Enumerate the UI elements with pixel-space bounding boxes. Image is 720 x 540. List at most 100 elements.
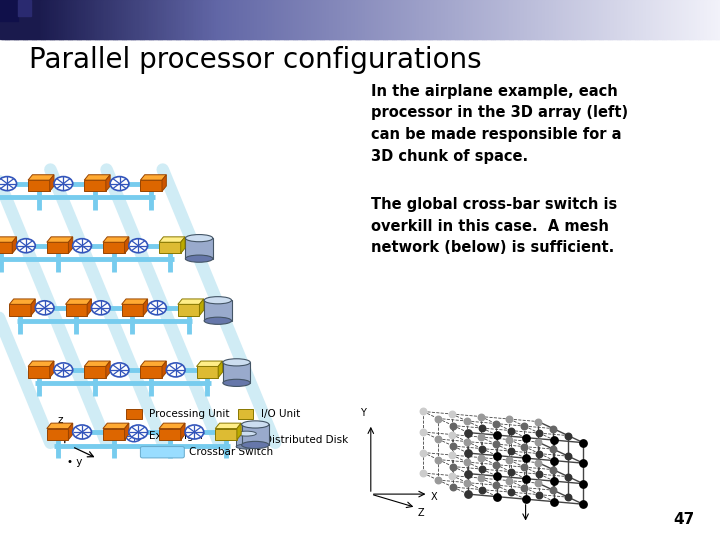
Bar [618, 0, 621, 39]
Bar [89, 0, 91, 39]
Bar [179, 0, 181, 39]
Bar [693, 0, 696, 39]
Point [520, 495, 531, 503]
Point [577, 459, 589, 468]
Bar [389, 0, 392, 39]
Bar [551, 0, 554, 39]
Ellipse shape [223, 359, 251, 366]
Bar [594, 0, 598, 39]
Polygon shape [159, 237, 185, 242]
Text: In the airplane example, each
processor in the 3D array (left)
can be made respo: In the airplane example, each processor … [371, 84, 628, 164]
Point [549, 477, 560, 485]
Bar [531, 0, 534, 39]
Text: I/O Unit: I/O Unit [261, 409, 300, 419]
Bar [416, 0, 419, 39]
Bar [274, 0, 277, 39]
Bar [355, 0, 358, 39]
Bar [524, 0, 527, 39]
Point [418, 469, 429, 477]
Bar [238, 409, 253, 419]
Point [562, 472, 574, 481]
Bar [150, 0, 153, 39]
Bar [438, 0, 441, 39]
Bar [553, 0, 556, 39]
Bar [18, 0, 22, 39]
Bar [186, 0, 189, 39]
Bar [457, 0, 461, 39]
Bar [295, 0, 299, 39]
Ellipse shape [185, 425, 204, 439]
Bar [304, 0, 307, 39]
Text: Distributed Disk: Distributed Disk [264, 435, 348, 445]
Point [520, 433, 531, 442]
Bar [223, 0, 226, 39]
Bar [461, 0, 464, 39]
Point [577, 500, 589, 509]
Point [462, 469, 474, 478]
Bar [395, 0, 397, 39]
Bar [162, 0, 166, 39]
Bar [253, 0, 257, 39]
Point [505, 467, 516, 476]
Bar [95, 0, 99, 39]
Point [534, 449, 545, 458]
Bar [197, 367, 218, 377]
Text: Exchanger: Exchanger [149, 431, 204, 441]
Ellipse shape [242, 421, 269, 428]
Point [534, 470, 545, 478]
Bar [464, 0, 468, 39]
Bar [323, 0, 325, 39]
Polygon shape [178, 299, 204, 305]
Point [446, 451, 458, 460]
Bar [227, 0, 230, 39]
Bar [713, 0, 716, 39]
Bar [328, 0, 331, 39]
Bar [410, 0, 413, 39]
Bar [319, 0, 322, 39]
Ellipse shape [166, 363, 185, 377]
Bar [716, 0, 720, 39]
Point [518, 422, 530, 430]
Polygon shape [87, 299, 91, 315]
Bar [448, 0, 451, 39]
Bar [599, 0, 603, 39]
Polygon shape [181, 423, 185, 440]
Bar [335, 0, 338, 39]
Bar [554, 0, 557, 39]
Bar [418, 0, 420, 39]
Bar [369, 0, 372, 39]
Point [549, 497, 560, 506]
Bar [484, 0, 487, 39]
Bar [243, 0, 246, 39]
Bar [217, 0, 221, 39]
Bar [187, 0, 191, 39]
Bar [709, 0, 713, 39]
Bar [412, 0, 415, 39]
Bar [346, 0, 348, 39]
Ellipse shape [110, 177, 129, 191]
Point [577, 438, 589, 447]
Point [577, 480, 589, 488]
Bar [81, 0, 84, 39]
Bar [596, 0, 599, 39]
Bar [272, 0, 275, 39]
Bar [529, 0, 533, 39]
Bar [173, 0, 176, 39]
Bar [490, 0, 492, 39]
Polygon shape [84, 175, 110, 180]
Bar [76, 0, 79, 39]
Bar [673, 0, 677, 39]
Bar [18, 0, 31, 16]
Bar [229, 0, 232, 39]
Bar [510, 0, 513, 39]
Bar [20, 0, 23, 39]
Bar [73, 0, 77, 39]
Bar [511, 0, 514, 39]
Bar [409, 0, 412, 39]
Point [518, 463, 530, 471]
Bar [576, 0, 579, 39]
Bar [275, 0, 279, 39]
Bar [605, 0, 608, 39]
Text: 47: 47 [673, 511, 695, 526]
Bar [612, 0, 615, 39]
